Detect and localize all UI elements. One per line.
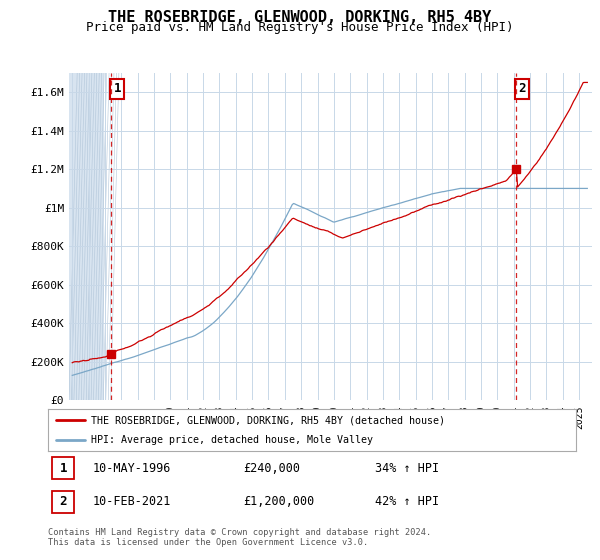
- Text: 42% ↑ HPI: 42% ↑ HPI: [376, 496, 439, 508]
- Text: £240,000: £240,000: [244, 462, 301, 475]
- FancyBboxPatch shape: [52, 458, 74, 479]
- Text: THE ROSEBRIDGE, GLENWOOD, DORKING, RH5 4BY (detached house): THE ROSEBRIDGE, GLENWOOD, DORKING, RH5 4…: [91, 415, 445, 425]
- Text: 10-MAY-1996: 10-MAY-1996: [93, 462, 171, 475]
- Text: 10-FEB-2021: 10-FEB-2021: [93, 496, 171, 508]
- Text: 2: 2: [518, 82, 526, 95]
- Text: HPI: Average price, detached house, Mole Valley: HPI: Average price, detached house, Mole…: [91, 435, 373, 445]
- FancyBboxPatch shape: [52, 491, 74, 513]
- Text: 1: 1: [113, 82, 121, 95]
- Text: £1,200,000: £1,200,000: [244, 496, 314, 508]
- Text: 1: 1: [59, 462, 67, 475]
- Text: 2: 2: [59, 496, 67, 508]
- Text: THE ROSEBRIDGE, GLENWOOD, DORKING, RH5 4BY: THE ROSEBRIDGE, GLENWOOD, DORKING, RH5 4…: [109, 10, 491, 25]
- Bar: [69, 73, 104, 400]
- Text: 34% ↑ HPI: 34% ↑ HPI: [376, 462, 439, 475]
- Text: Contains HM Land Registry data © Crown copyright and database right 2024.
This d: Contains HM Land Registry data © Crown c…: [48, 528, 431, 547]
- Text: Price paid vs. HM Land Registry's House Price Index (HPI): Price paid vs. HM Land Registry's House …: [86, 21, 514, 34]
